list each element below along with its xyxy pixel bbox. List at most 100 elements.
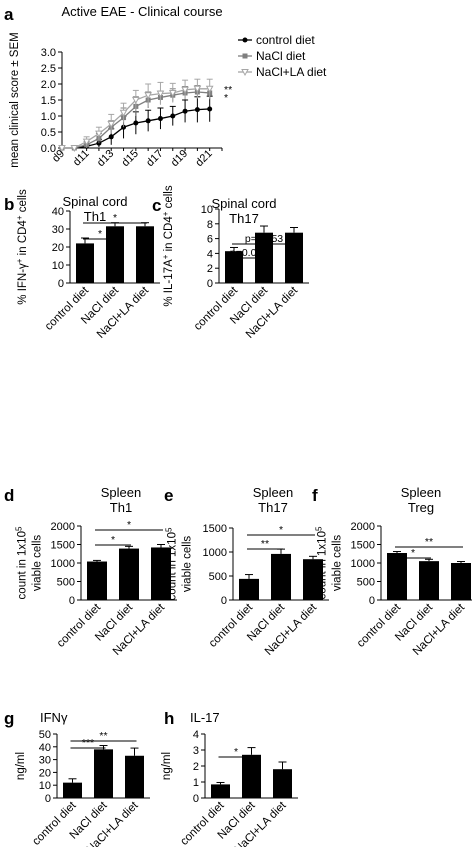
chart-title-a: Active EAE - Clinical course <box>61 4 222 19</box>
y-tick-label-h: 0 <box>193 793 199 805</box>
y-tick-label-g: 10 <box>39 780 51 792</box>
x-tick-label-a: d13 <box>95 148 116 169</box>
y-tick-label-e: 1500 <box>203 523 227 535</box>
bar <box>387 553 407 600</box>
x-category-label: control diet <box>207 601 256 650</box>
significance-label: * <box>279 524 283 536</box>
x-tick-label-a: d17 <box>144 148 165 169</box>
y-axis-label-g: ng/ml <box>15 752 27 780</box>
legend-marker <box>242 53 248 59</box>
data-point <box>95 130 103 138</box>
bar <box>273 769 292 798</box>
bar <box>303 559 323 600</box>
significance-mark-a: ** <box>224 84 232 96</box>
y-tick-label-g: 20 <box>39 767 51 779</box>
y-tick-label-e: 0 <box>221 595 227 607</box>
y-axis-label-d: count in 1x105viable cells <box>14 526 43 599</box>
data-point <box>108 134 114 140</box>
data-point <box>157 116 163 122</box>
x-category-label: control diet <box>30 799 79 847</box>
chart-title-d: Spleen <box>101 485 141 500</box>
chart-title-e: Spleen <box>253 485 293 500</box>
data-point <box>168 89 177 98</box>
significance-label: * <box>127 519 131 531</box>
significance-label: * <box>98 228 102 240</box>
y-axis-label-b: % IFN-γ+ in CD4+ cells <box>15 189 30 305</box>
chart-subtitle-f: Treg <box>408 500 434 515</box>
y-tick-label-a: 0.0 <box>41 143 56 155</box>
chart-title-h: IL-17 <box>190 710 220 725</box>
data-point <box>107 121 116 129</box>
chart-subtitle-e: Th17 <box>258 500 288 515</box>
y-tick-label-e: 1000 <box>203 547 227 559</box>
data-point <box>156 90 165 98</box>
chart-title-c: Spinal cord <box>211 196 276 211</box>
legend-label: NaCl diet <box>256 49 306 63</box>
y-tick-label-g: 30 <box>39 755 51 767</box>
panel-label-e: e <box>164 486 173 505</box>
x-category-label: control diet <box>355 601 404 650</box>
y-tick-label-c: 2 <box>207 263 213 275</box>
y-tick-label-b: 30 <box>52 224 64 236</box>
chart-subtitle-d: Th1 <box>110 500 132 515</box>
chart-title-b: Spinal cord <box>62 194 127 209</box>
legend-label: NaCl+LA diet <box>256 65 327 79</box>
data-point <box>82 138 91 146</box>
y-axis-label-e: count in 1x105viable cells <box>164 527 193 600</box>
y-axis-label-a: mean clinical score ± SEM <box>9 32 21 167</box>
x-tick-label-a: d19 <box>169 148 190 169</box>
bar <box>451 563 471 600</box>
y-tick-label-d: 2000 <box>51 521 75 533</box>
x-category-label: control diet <box>192 284 241 333</box>
data-point <box>119 109 128 117</box>
significance-label: p=0.053 <box>245 233 283 245</box>
y-tick-label-c: 6 <box>207 234 213 246</box>
y-tick-label-g: 40 <box>39 742 51 754</box>
significance-label: * <box>411 547 415 559</box>
bar <box>125 755 144 798</box>
data-point <box>70 145 79 153</box>
panel-label-b: b <box>4 195 14 214</box>
data-point <box>132 97 140 105</box>
significance-label: * <box>113 212 117 224</box>
bar <box>87 561 107 600</box>
panel-label-h: h <box>164 709 174 728</box>
y-tick-label-a: 2.5 <box>41 63 56 75</box>
chart-title-f: Spleen <box>401 485 441 500</box>
y-tick-label-c: 8 <box>207 219 213 231</box>
bar <box>225 251 243 283</box>
bar <box>136 226 154 283</box>
bar <box>151 547 171 600</box>
bar <box>106 226 124 283</box>
y-tick-label-g: 50 <box>39 729 51 741</box>
y-tick-label-b: 10 <box>52 260 64 272</box>
y-tick-label-a: 3.0 <box>41 47 56 59</box>
y-tick-label-f: 0 <box>369 595 375 607</box>
data-point <box>193 85 202 93</box>
x-category-label: control diet <box>55 601 104 650</box>
y-tick-label-d: 0 <box>69 595 75 607</box>
y-tick-label-a: 1.5 <box>41 95 56 107</box>
y-tick-label-d: 1500 <box>51 540 75 552</box>
bar <box>94 749 113 798</box>
legend-marker <box>242 37 248 43</box>
y-tick-label-d: 1000 <box>51 558 75 570</box>
significance-label: ** <box>99 730 107 742</box>
y-tick-label-h: 4 <box>193 729 199 741</box>
significance-label: * <box>234 746 238 758</box>
x-category-label: control diet <box>43 284 92 333</box>
panel-label-c: c <box>152 196 161 215</box>
y-tick-label-h: 2 <box>193 761 199 773</box>
data-point <box>205 85 214 93</box>
y-tick-label-f: 1000 <box>351 558 375 570</box>
data-point <box>58 145 66 153</box>
panel-label-d: d <box>4 486 14 505</box>
data-point <box>181 86 189 94</box>
y-tick-label-f: 1500 <box>351 540 375 552</box>
y-tick-label-a: 1.0 <box>41 111 56 123</box>
data-point <box>182 108 188 114</box>
y-tick-label-f: 500 <box>357 577 375 589</box>
